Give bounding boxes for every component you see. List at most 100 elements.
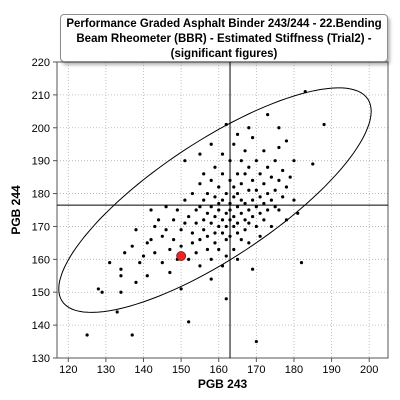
data-point (239, 238, 243, 242)
data-point (187, 214, 191, 219)
data-point (277, 126, 281, 130)
data-point (266, 208, 270, 212)
data-point (247, 165, 251, 169)
data-point (243, 218, 247, 222)
data-point (209, 178, 213, 182)
x-tick-label: 130 (97, 364, 115, 376)
data-point (209, 221, 213, 225)
data-point (224, 211, 228, 215)
data-point (198, 182, 202, 186)
data-point (202, 218, 206, 222)
data-point (209, 205, 213, 209)
data-point (179, 228, 183, 232)
data-point (187, 320, 191, 324)
chart-title-box: Performance Graded Asphalt Binder 243/24… (60, 14, 388, 62)
data-point (235, 221, 240, 225)
data-point (119, 290, 123, 294)
data-point (202, 172, 206, 176)
data-point (202, 198, 206, 202)
data-point (243, 228, 247, 232)
data-point (224, 191, 228, 196)
data-point (224, 254, 228, 258)
data-point (220, 218, 225, 222)
data-point (179, 287, 183, 291)
data-point (228, 178, 232, 182)
highlight-point (176, 251, 187, 261)
x-tick-label: 170 (247, 364, 265, 376)
data-point (217, 224, 221, 229)
y-axis-label: PGB 244 (9, 185, 23, 235)
y-tick-label: 140 (32, 320, 50, 332)
data-point (145, 274, 149, 278)
y-tick-label: 210 (32, 90, 50, 102)
y-tick-label: 170 (32, 221, 50, 233)
data-point (205, 247, 210, 252)
data-point (228, 159, 232, 163)
data-point (209, 277, 213, 281)
data-point (273, 205, 277, 209)
data-point (254, 159, 258, 163)
data-point (138, 261, 142, 265)
data-point (224, 224, 228, 229)
data-point (164, 228, 168, 232)
data-point (243, 149, 247, 153)
data-point (228, 234, 232, 238)
data-point (85, 333, 89, 337)
data-point (284, 185, 289, 189)
data-point (254, 339, 258, 344)
data-point (175, 208, 179, 212)
data-point (262, 201, 266, 206)
data-point (232, 224, 236, 229)
data-point (262, 182, 266, 186)
data-point (311, 162, 315, 166)
data-point (217, 201, 221, 206)
data-point (299, 261, 304, 265)
data-point (190, 191, 195, 196)
data-point (254, 224, 258, 229)
data-point (258, 195, 262, 199)
data-point (198, 238, 202, 242)
data-point (292, 159, 296, 163)
data-point (232, 142, 236, 146)
data-point (217, 208, 221, 212)
data-point (205, 211, 210, 215)
data-point (100, 290, 104, 294)
data-point (209, 257, 213, 261)
data-point (190, 241, 195, 245)
data-point (183, 198, 187, 202)
data-point (213, 214, 217, 219)
data-point (217, 247, 221, 252)
data-point (213, 165, 217, 169)
data-point (153, 224, 157, 229)
data-point (220, 198, 225, 202)
data-point (149, 208, 153, 212)
data-point (123, 251, 127, 255)
highlight-point-group (176, 251, 187, 261)
data-point (198, 205, 202, 209)
x-tick-label: 180 (285, 364, 303, 376)
data-point (247, 208, 251, 212)
data-point (277, 145, 281, 150)
data-point (220, 231, 225, 235)
data-point (220, 264, 225, 268)
y-tick-label: 160 (32, 254, 50, 266)
data-point (194, 221, 198, 225)
data-point (213, 195, 217, 199)
data-point (254, 205, 258, 209)
data-point (232, 214, 236, 219)
data-point (153, 251, 157, 255)
data-point (284, 218, 289, 222)
data-point (239, 198, 243, 202)
data-point (130, 333, 134, 337)
x-tick-label: 190 (322, 364, 340, 376)
data-point (183, 221, 187, 225)
data-point (194, 251, 198, 255)
data-point (213, 241, 217, 245)
data-point (224, 122, 228, 127)
data-point (243, 172, 247, 176)
data-point (232, 185, 236, 189)
data-point (277, 208, 281, 212)
data-point (322, 122, 326, 127)
data-point (243, 201, 247, 206)
data-point (172, 238, 176, 242)
